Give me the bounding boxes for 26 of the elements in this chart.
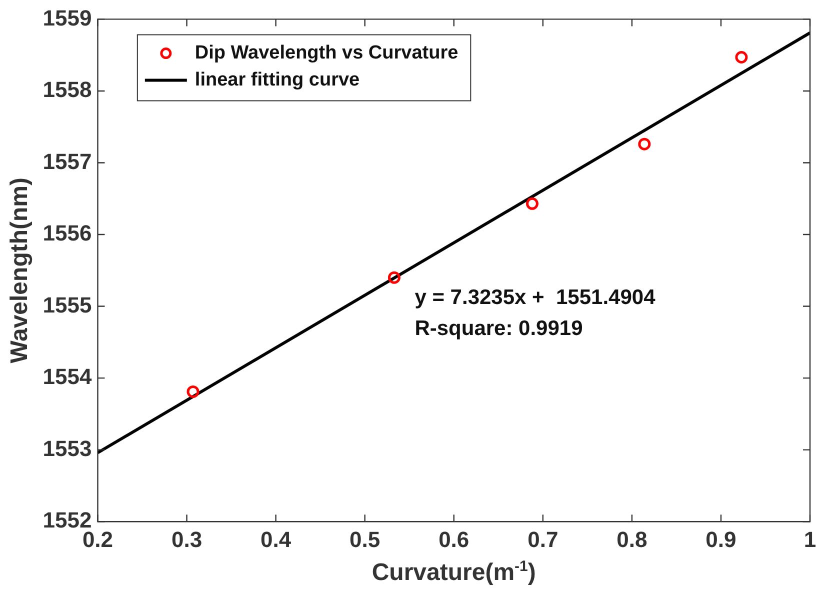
point (526, 197, 538, 210)
y-tick-label: 1559 (42, 5, 92, 30)
y-tick-label: 1555 (42, 292, 92, 318)
y-axis-title: Wavelength(nm) (6, 178, 34, 364)
x-tick-label: 0.8 (616, 526, 648, 552)
x-tick-label: 0.5 (350, 526, 380, 552)
x-tick-label: 1 (804, 526, 816, 552)
y-tick-label: 1557 (42, 148, 92, 174)
x-tick-label: 0.9 (706, 526, 736, 552)
y-tick-label: 1556 (42, 220, 92, 246)
point (186, 385, 200, 398)
x-tick-label: 0.4 (260, 526, 292, 552)
annotation: R-square: 0.9919 (414, 316, 583, 340)
point (638, 138, 651, 150)
x-tick-label: 0.7 (528, 526, 558, 552)
y-tick-label: 1558 (42, 77, 92, 102)
y-tick-label: 1553 (42, 436, 92, 461)
point (735, 50, 748, 64)
annotation: y = 7.3235x + 1551.4904 (414, 286, 656, 309)
legend-label: Dip Wavelength vs Curvature (194, 42, 458, 64)
x-tick-label: 0.6 (438, 526, 470, 552)
x-tick-label: 0.3 (171, 526, 202, 552)
y-tick-label: 1554 (42, 364, 92, 390)
point (388, 271, 400, 284)
legend-label: linear fitting curve (194, 70, 360, 91)
x-axis-title: Curvature(m$^{-1}$) (372, 558, 536, 587)
